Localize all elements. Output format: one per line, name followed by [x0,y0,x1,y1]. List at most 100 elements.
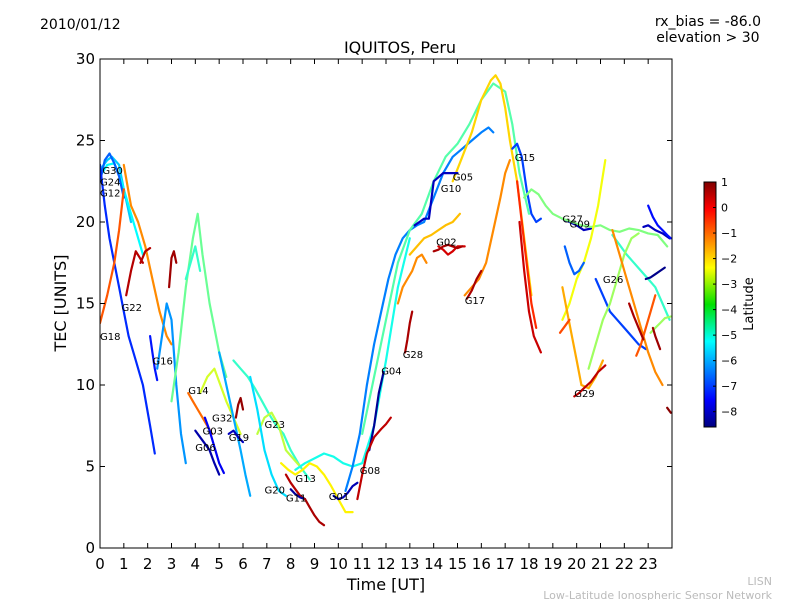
series-G10b [413,172,459,227]
x-tick-label: 19 [543,555,562,573]
sat-label-G29: G29 [574,389,594,400]
y-tick-label: 25 [76,132,95,150]
y-axis-label: TEC [UNITS] [51,255,70,353]
series-G21d [647,204,672,240]
series-G12 [100,152,125,199]
series-G15 [511,142,543,224]
x-tick-label: 17 [496,555,515,573]
colorbar-tick-label: 1 [721,176,728,189]
colorbar-tick-label: −6 [721,355,737,368]
sat-label-G17: G17 [465,296,485,307]
sat-label-G10: G10 [441,184,461,195]
series-G21h [666,406,672,414]
series-G01b [332,481,359,501]
series-G02b [437,245,466,256]
elevation-text: elevation > 30 [656,30,760,46]
series-G17b [465,269,483,300]
series-G06 [194,429,221,476]
x-tick-label: 4 [191,555,201,573]
series-G18 [100,163,156,455]
series-G16 [156,302,187,465]
series-G29b [563,245,585,276]
x-tick-label: 2 [143,555,153,573]
sat-label-G05: G05 [453,172,473,183]
series-G28 [404,310,414,354]
series-G14b [184,245,202,281]
series-G01 [303,498,326,527]
x-tick-label: 0 [95,555,105,573]
rx-bias-text: rx_bias = -86.0 [654,14,761,30]
chart-title-wrap: IQUITOS, Peru [0,38,800,57]
series-G09b [611,233,671,321]
y-tick-label: 20 [76,213,95,231]
series-G05b [432,243,464,253]
x-tick-label: 15 [448,555,467,573]
x-tick-label: 22 [615,555,634,573]
sat-label-layer: G30G24G12G22G18G16G14G32G03G19G06G23G20G… [100,153,623,505]
x-tick-label: 9 [310,555,320,573]
sat-label-G27: G27 [562,215,582,226]
sat-label-G26: G26 [603,275,623,286]
x-tick-label: 6 [238,555,248,573]
y-tick-label: 10 [76,376,95,394]
x-tick-label: 21 [591,555,610,573]
colorbar-tick-label: −7 [721,380,737,393]
series-G29c [561,286,605,390]
series-G29e [558,318,571,334]
series-G21 [611,229,664,387]
colorbar-tick-label: 0 [721,202,728,215]
sat-label-G30: G30 [102,166,122,177]
sat-label-G15: G15 [515,153,535,164]
sat-label-G18: G18 [100,332,120,343]
series-G08 [368,370,385,452]
series-G03b [203,416,225,475]
series-G04 [344,126,495,492]
series-G22 [122,163,173,346]
bias-info: rx_bias = -86.0 elevation > 30 [655,14,761,46]
sat-label-G16: G16 [152,357,172,368]
sat-label-G09: G09 [570,220,590,231]
colorbar-ticks: 1 0 −1 −2 −3 −4 −5 −6 −7 −8 [713,176,737,419]
x-tick-label: 12 [376,555,395,573]
sat-label-G22: G22 [122,303,142,314]
sat-label-G02: G02 [436,238,456,249]
sat-label-G32: G32 [212,414,232,425]
y-tick-label: 30 [76,50,95,68]
colorbar-tick-label: −4 [721,304,737,317]
sat-label-G23: G23 [265,420,285,431]
sat-label-G24: G24 [100,177,120,188]
x-axis-label: Time [UT] [346,575,425,594]
colorbar-tick-label: −5 [721,329,737,342]
x-tick-label: 16 [472,555,491,573]
series-G29d [573,364,607,398]
x-tick-label: 23 [639,555,658,573]
x-tick-label: 5 [214,555,224,573]
series-G17d [515,180,538,329]
sat-label-G03: G03 [203,427,223,438]
series-G21c [642,224,671,240]
series-G10 [361,82,531,435]
sat-label-G12: G12 [100,189,120,200]
sat-label-G08: G08 [360,466,380,477]
series-G26 [594,277,647,351]
x-tick-label: 3 [167,555,177,573]
sat-label-G28: G28 [403,350,423,361]
sat-label-G14: G14 [188,386,208,397]
series-G18b [100,188,125,325]
x-tick-label: 1 [119,555,129,573]
sat-label-G06: G06 [195,443,215,454]
series-G16b [168,250,178,289]
series-G23b [256,411,302,468]
series-G17c [518,220,543,354]
footer: LISN Low-Latitude Ionospheric Sensor Net… [543,575,772,600]
x-tick-label: 13 [400,555,419,573]
x-tick-label: 20 [567,555,586,573]
x-tick-label: 14 [424,555,443,573]
sat-label-G19: G19 [229,433,249,444]
footer-org: LISN [747,575,772,588]
series-layer [100,74,672,527]
series-G02 [408,212,461,256]
series-G09 [523,188,669,248]
x-tick-label: 8 [286,555,296,573]
